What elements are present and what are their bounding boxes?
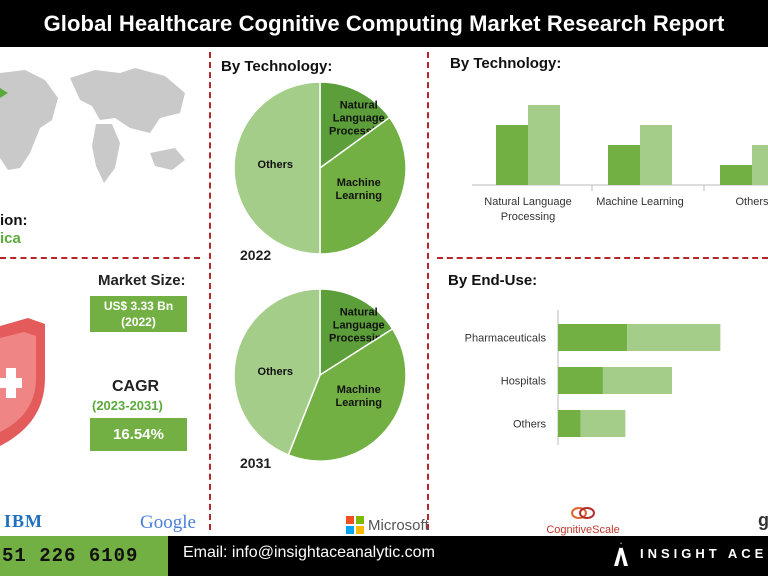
hbar-2-1 xyxy=(580,410,626,437)
microsoft-wordmark: Microsoft xyxy=(368,516,429,534)
world-map-icon xyxy=(0,68,185,183)
pie-slice-0-2 xyxy=(233,81,321,255)
cagr-value: 16.54% xyxy=(113,426,164,443)
vbar-1-0 xyxy=(608,145,640,185)
pie-year-2022: 2022 xyxy=(240,247,272,263)
technology-bar-chart: Natural Language Processing Machine Learni… xyxy=(472,105,768,223)
hbar-category-2: Others xyxy=(513,419,547,431)
partial-logo: g xyxy=(758,510,768,530)
pie-year-2031: 2031 xyxy=(240,455,272,471)
market-size-value: US$ 3.33 Bn xyxy=(103,299,174,313)
microsoft-icon xyxy=(346,516,364,534)
cagr-label: CAGR xyxy=(112,378,160,395)
cognitivescale-logo: CognitiveScale xyxy=(543,506,623,536)
hbar-0-1 xyxy=(627,324,721,351)
hbar-1-1 xyxy=(602,367,672,394)
microsoft-logo: Microsoft xyxy=(346,516,429,534)
ibm-logo: IBM xyxy=(4,511,43,531)
bar-chart-title: By Technology: xyxy=(450,55,562,72)
market-size-box: US$ 3.33 Bn (2022) xyxy=(90,296,187,332)
hbar-1-0 xyxy=(558,367,603,394)
brand-name: INSIGHT ACE xyxy=(640,546,768,561)
divider-left-horizontal xyxy=(0,257,200,259)
hbar-category-1: Hospitals xyxy=(501,376,547,388)
pie-slice-0-1 xyxy=(319,116,407,255)
hbar-2-0 xyxy=(558,410,581,437)
pie-label-1-2: Others xyxy=(258,366,293,378)
vbar-0-0 xyxy=(496,125,528,185)
region-label: ion: xyxy=(0,212,28,229)
pie-slice-1-1 xyxy=(287,327,407,462)
vbar-category-2: Others xyxy=(735,196,768,208)
cognitivescale-wordmark: CognitiveScale xyxy=(546,524,620,536)
market-size-label: Market Size: xyxy=(98,272,186,289)
pie-label-1-1: Machine Learning xyxy=(335,384,381,409)
page-title: Global Healthcare Cognitive Computing Ma… xyxy=(43,10,725,36)
vbar-1-1 xyxy=(640,125,672,185)
pie-label-0-1: Machine Learning xyxy=(335,177,381,202)
region-value: ica xyxy=(0,230,21,247)
hbar-category-0: Pharmaceuticals xyxy=(465,333,547,345)
vbar-category-0: Natural Language Processing xyxy=(484,196,571,223)
hbar-0-0 xyxy=(558,324,628,351)
cognitivescale-icon xyxy=(571,507,595,519)
google-logo: Google xyxy=(140,512,196,533)
vbar-category-1: Machine Learning xyxy=(596,196,683,208)
vbar-2-0 xyxy=(720,165,752,185)
market-size-year: (2022) xyxy=(121,315,156,329)
pie-label-0-2: Others xyxy=(258,159,293,171)
cagr-box: 16.54% xyxy=(90,418,187,451)
pie-slice-0-0 xyxy=(319,81,391,170)
hbar-chart-title: By End-Use: xyxy=(448,272,538,289)
divider-right xyxy=(427,52,429,530)
pie-slice-1-2 xyxy=(233,288,321,456)
pie-slice-1-0 xyxy=(319,288,394,377)
insight-ace-icon xyxy=(614,542,628,566)
phone-number: 51 226 6109 xyxy=(0,536,168,576)
vbar-2-1 xyxy=(752,145,768,185)
cagr-period: (2023-2031) xyxy=(92,398,163,413)
end-use-bar-chart: Pharmaceuticals Hospitals Others xyxy=(465,310,721,445)
medical-shield-icon xyxy=(0,318,45,446)
divider-right-horizontal xyxy=(437,257,768,259)
pie-section-title: By Technology: xyxy=(221,58,333,75)
contact-email: Email: info@insightaceanalytic.com xyxy=(183,544,435,561)
divider-left xyxy=(209,52,211,530)
vbar-0-1 xyxy=(528,105,560,185)
title-bar: Global Healthcare Cognitive Computing Ma… xyxy=(0,0,768,47)
